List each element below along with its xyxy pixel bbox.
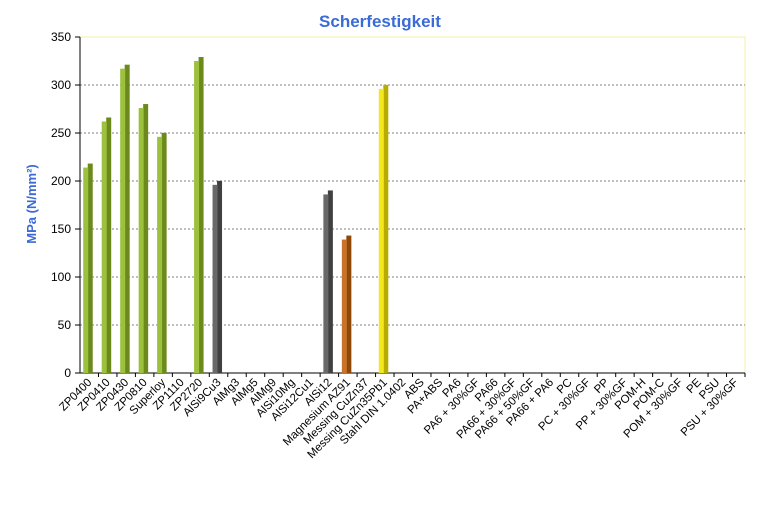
bar-back (198, 57, 204, 373)
bar (101, 121, 107, 373)
bar-back (161, 132, 167, 373)
bar-back (106, 117, 112, 373)
chart-title: Scherfestigkeit (319, 12, 441, 31)
y-tick-label: 50 (58, 318, 72, 332)
bar (323, 194, 329, 373)
bar (83, 167, 89, 373)
y-tick-label: 100 (51, 270, 71, 284)
bar (194, 61, 200, 373)
y-axis-label: MPa (N/mm²) (24, 164, 39, 243)
bar (120, 68, 126, 374)
bar-back (383, 84, 389, 373)
bar (378, 88, 384, 373)
bar-back (346, 235, 352, 373)
bar-back (143, 104, 149, 373)
y-tick-label: 350 (51, 30, 71, 44)
bar-back (327, 190, 333, 373)
bar (341, 239, 347, 373)
bar-back (124, 64, 130, 374)
y-tick-label: 200 (51, 174, 71, 188)
y-tick-label: 150 (51, 222, 71, 236)
bar-back (217, 180, 223, 373)
y-tick-label: 300 (51, 78, 71, 92)
bar (212, 184, 218, 373)
bar (138, 108, 144, 373)
y-tick-label: 0 (64, 366, 71, 380)
bar-back (87, 163, 93, 373)
bar (157, 136, 163, 373)
plot-frame (79, 36, 746, 374)
y-tick-label: 250 (51, 126, 71, 140)
plot-area: 050100150200250300350ZP0400ZP0410ZP0430Z… (51, 30, 746, 461)
